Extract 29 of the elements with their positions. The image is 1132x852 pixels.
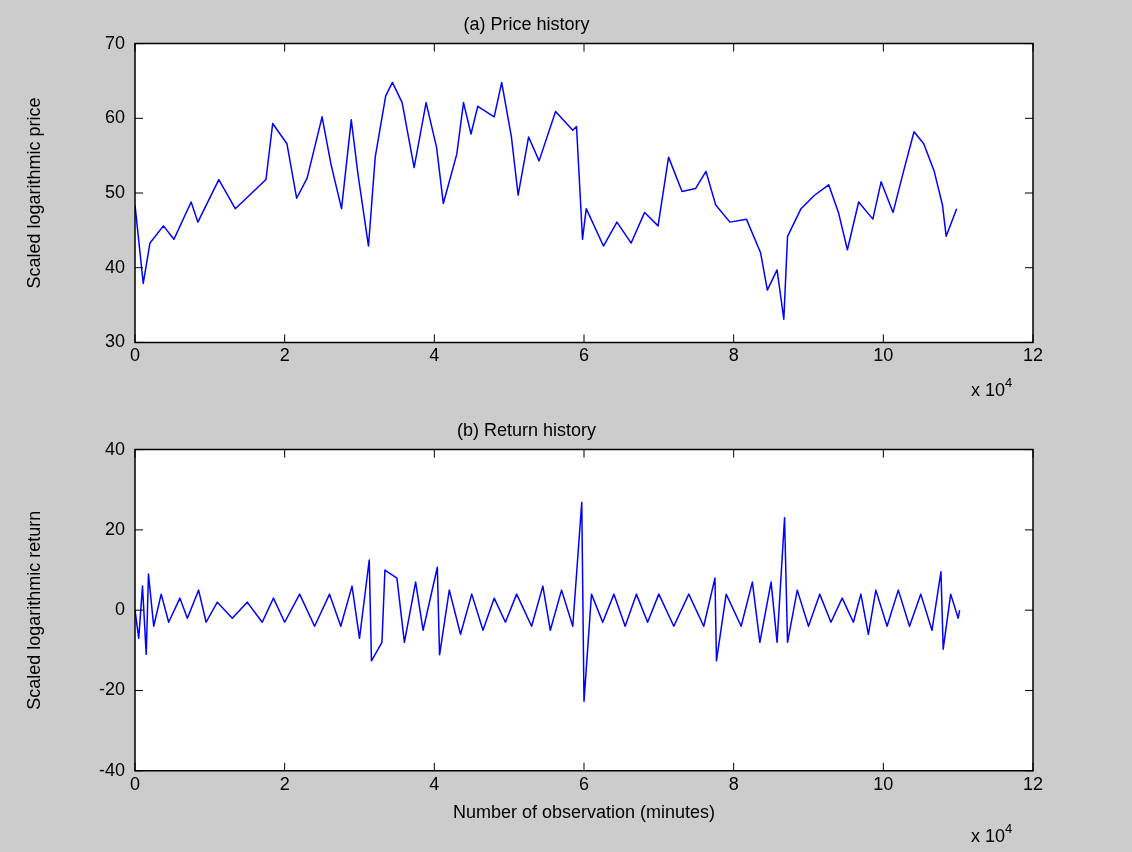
y-tick-label: 0 [114, 599, 125, 620]
y-tick-label: 20 [104, 518, 125, 539]
chart-title: (b) Return history [456, 419, 597, 440]
y-axis-title: Scaled logarithmic return [23, 510, 44, 710]
y-tick-label: 50 [104, 181, 125, 202]
x-tick-label: 8 [728, 773, 739, 794]
x-tick-label: 4 [429, 773, 440, 794]
y-tick-label: -20 [98, 679, 125, 700]
x-tick-label: 6 [578, 773, 590, 794]
y-axis-title: Scaled logarithmic price [23, 97, 44, 289]
x-tick-label: 6 [578, 345, 590, 366]
x-tick-label: 0 [129, 773, 141, 794]
x-tick-label: 2 [279, 345, 290, 366]
y-tick-label: 60 [104, 107, 125, 128]
y-tick-label: 40 [104, 438, 125, 459]
x-tick-label: 10 [873, 773, 894, 794]
y-tick-label: 40 [104, 256, 125, 277]
x-tick-label: 4 [429, 345, 440, 366]
x-axis-title: Number of observation (minutes) [452, 802, 716, 823]
x-tick-label: 0 [129, 345, 141, 366]
y-tick-label: 70 [104, 32, 125, 53]
x-tick-label: 10 [873, 345, 894, 366]
x-tick-label: 12 [1022, 345, 1044, 366]
y-tick-label: 30 [104, 331, 125, 352]
y-tick-label: -40 [98, 759, 125, 780]
x-tick-label: 12 [1022, 773, 1044, 794]
x-tick-label: 8 [728, 345, 739, 366]
x-tick-label: 2 [279, 773, 290, 794]
chart-title: (a) Price history [463, 13, 590, 34]
